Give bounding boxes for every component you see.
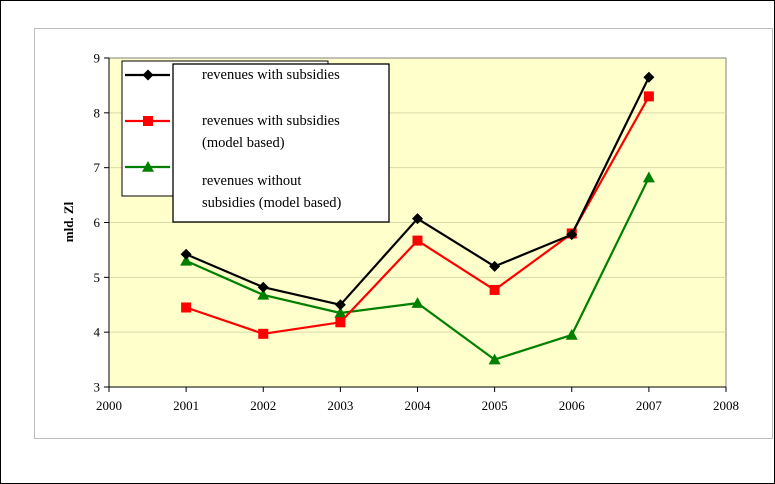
data-point xyxy=(334,306,347,318)
legend-marker xyxy=(142,69,154,81)
x-tick-label: 2002 xyxy=(250,398,276,413)
series-3 xyxy=(180,171,655,365)
series-1 xyxy=(180,71,655,311)
legend-entry-3: revenues without subsidies (model based) xyxy=(125,161,342,211)
x-tick-label: 2005 xyxy=(482,398,508,413)
data-point xyxy=(181,302,192,313)
y-tick-label: 5 xyxy=(94,270,101,285)
data-point xyxy=(642,171,655,183)
data-point xyxy=(257,288,270,300)
x-tick-label: 2000 xyxy=(96,398,122,413)
y-tick-label: 6 xyxy=(94,215,101,230)
x-tick-label: 2007 xyxy=(636,398,663,413)
x-tick-label: 2004 xyxy=(405,398,432,413)
y-axis-title: mld. Zl xyxy=(61,201,76,242)
legend-label: revenues with subsidies xyxy=(202,113,340,129)
data-point xyxy=(566,229,578,241)
x-tick-label: 2003 xyxy=(327,398,353,413)
x-tick-labels: 2000 2001 2002 2003 2004 2005 2006 2007 2008 xyxy=(96,398,739,413)
data-point xyxy=(180,254,193,266)
x-tick-label: 2008 xyxy=(713,398,739,413)
data-point xyxy=(643,71,655,83)
x-tick-label: 2001 xyxy=(173,398,199,413)
data-point xyxy=(565,328,578,340)
y-tick-label: 8 xyxy=(94,105,101,120)
axes xyxy=(104,57,727,392)
data-point xyxy=(489,284,500,295)
legend-marker xyxy=(142,161,154,172)
legend-label: (model based) xyxy=(202,135,285,151)
data-point xyxy=(643,91,654,102)
y-tick-label: 3 xyxy=(94,380,101,395)
data-point xyxy=(412,213,423,225)
data-point xyxy=(257,281,269,293)
x-tick-label: 2006 xyxy=(559,398,586,413)
y-tick-labels: 3 4 5 6 7 8 9 xyxy=(94,51,101,395)
legend-label: revenues with subsidies xyxy=(202,67,340,83)
legend-label: subsidies (model based) xyxy=(202,195,342,211)
data-point xyxy=(334,299,346,311)
data-point xyxy=(335,317,346,328)
data-point xyxy=(488,353,501,365)
revenue-line-chart: 3 4 5 6 7 8 9 2000 2001 2002 2003 2004 2005 2006 2007… xyxy=(61,51,739,414)
data-point xyxy=(412,235,423,246)
legend-entry-1: revenues with subsidies xyxy=(125,67,340,83)
legend-box-front xyxy=(172,63,390,223)
y-tick-label: 4 xyxy=(94,325,101,340)
chart-area: 3 4 5 6 7 8 9 2000 2001 2002 2003 2004 2005 2006 2007… xyxy=(34,28,773,439)
y-tick-label: 9 xyxy=(94,51,101,66)
data-point xyxy=(411,297,424,308)
series-layer xyxy=(180,71,655,365)
data-point xyxy=(258,328,269,339)
legend-label: revenues without xyxy=(202,173,301,189)
data-point xyxy=(489,260,501,272)
legend-entry-2: revenues with subsidies (model based) xyxy=(125,113,340,151)
legend-marker xyxy=(143,116,153,126)
data-point xyxy=(180,248,192,260)
y-tick-label: 7 xyxy=(94,160,101,175)
